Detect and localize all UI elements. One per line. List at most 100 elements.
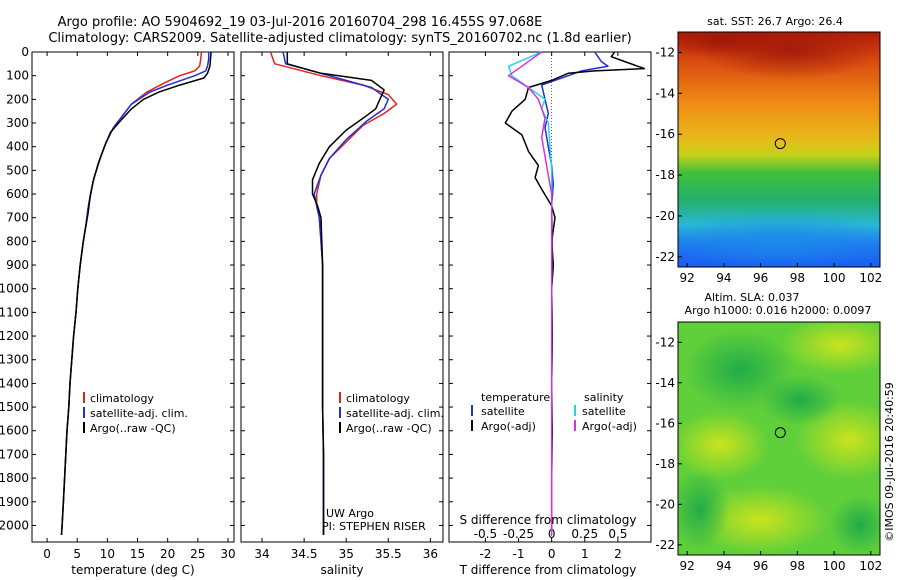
sla-map-xtick-label: 96 [753, 559, 768, 573]
temperature-ytick-label: 100 [6, 69, 29, 83]
temperature-ytick-label: 1800 [0, 471, 29, 485]
temperature-ytick-label: 500 [6, 163, 29, 177]
difference-xlabel-top: S difference from climatology [460, 513, 637, 527]
sla-map-panel: Altim. SLA: 0.037 Argo h1000: 0.016 h200… [655, 291, 882, 573]
salinity-series-satellite-adj-clim [282, 51, 390, 535]
sst-map-title: sat. SST: 26.7 Argo: 26.4 [707, 15, 843, 28]
sla-map-low-patch [678, 470, 730, 550]
sla-map-ticks: 92 94 96 98 100 102 -12 -14 -16 -18 -20 -22 [655, 335, 882, 573]
difference-axes-frame [448, 51, 652, 543]
difference-salinity-tick-label: -0.25 [503, 527, 534, 541]
sla-map-low-patch [830, 495, 880, 555]
difference-xtick-label: 2 [614, 547, 622, 561]
temperature-xlabel: temperature (deg C) [71, 563, 194, 577]
sst-map-field [678, 32, 880, 267]
sla-map-xtick-label: 100 [823, 559, 846, 573]
sst-map-panel: sat. SST: 26.7 Argo: 26.4 92 94 96 98 100 102… [655, 15, 882, 285]
difference-ticks: -2 -1 0 1 2-0.5 -0.25 0 0.25 0.5 [449, 51, 651, 561]
temperature-ytick-label: 1100 [0, 305, 29, 319]
temperature-ytick-label: 1600 [0, 424, 29, 438]
salinity-xtick-label: 35.5 [375, 547, 402, 561]
sst-map-argo-position-marker [774, 138, 786, 150]
sla-map-ytick-label: -22 [655, 538, 675, 552]
salinity-legend: climatology satellite-adj. clim. Argo(..… [339, 392, 444, 435]
sla-map-ytick-label: -16 [655, 416, 675, 430]
temperature-legend: climatology satellite-adj. clim. Argo(..… [83, 392, 188, 435]
sla-map-ytick-label: -18 [655, 457, 675, 471]
sla-map-frame [677, 321, 881, 556]
difference-xtick-label: 0 [548, 547, 556, 561]
temperature-ytick-label: 1500 [0, 400, 29, 414]
sst-map-ytick-label: -16 [655, 127, 675, 141]
salinity-xtick-label: 36 [423, 547, 438, 561]
sst-map-ytick-label: -14 [655, 86, 675, 100]
salinity-xtick-label: 35 [339, 547, 354, 561]
salinity-xtick-label: 34.5 [291, 547, 318, 561]
difference-lines [504, 51, 646, 542]
sst-map-xtick-label: 92 [680, 271, 695, 285]
salinity-annotation-line1: UW Argo [326, 507, 374, 520]
sst-map-xtick-label: 98 [790, 271, 805, 285]
sst-map-xtick-label: 102 [859, 271, 882, 285]
sla-map-xtick-label: 92 [680, 559, 695, 573]
difference-xtick-label: 1 [581, 547, 589, 561]
temperature-ytick-label: 400 [6, 140, 29, 154]
difference-salinity-tick-label: 0.5 [608, 527, 627, 541]
sst-map-frame [677, 31, 881, 268]
difference-legend-label-t-argo: Argo(-adj) [481, 420, 536, 433]
sst-map-ytick-label: -20 [655, 209, 675, 223]
temperature-legend-label-satellite: satellite-adj. clim. [90, 407, 188, 420]
sla-map-high-patch [678, 410, 770, 480]
temperature-xtick-label: 30 [220, 547, 235, 561]
difference-xtick-label: -1 [513, 547, 525, 561]
sst-map-ticks: 92 94 96 98 100 102 -12 -14 -16 -18 -20 -22 [655, 45, 882, 285]
sst-map-warm-patch [678, 32, 780, 58]
sla-map-xtick-label: 98 [790, 559, 805, 573]
temperature-xtick-label: 0 [43, 547, 51, 561]
sla-map-title: Altim. SLA: 0.037 [704, 291, 799, 304]
temperature-ytick-label: 1300 [0, 353, 29, 367]
temperature-series-climatology [60, 51, 203, 535]
temperature-ytick-label: 1000 [0, 282, 29, 296]
temperature-xtick-label: 20 [160, 547, 175, 561]
difference-legend-title-salinity: salinity [584, 391, 624, 404]
temperature-ytick-label: 300 [6, 116, 29, 130]
sla-map-xtick-label: 94 [716, 559, 731, 573]
temperature-xtick-label: 10 [100, 547, 115, 561]
difference-legend-label-s-argo: Argo(-adj) [582, 420, 637, 433]
salinity-legend-label-argo: Argo(..raw -QC) [346, 422, 432, 435]
temperature-ticks: 0 5 10 15 20 25 300100200300400500600700800900… [0, 45, 236, 561]
sst-map-marker-group [774, 138, 786, 150]
figure-title-line1: Argo profile: AO 5904692_19 03-Jul-2016 … [58, 15, 543, 30]
salinity-panel: 34 34.5 35 35.5 36 salinity climatology sate… [240, 51, 444, 577]
difference-xlabel: T difference from climatology [459, 563, 637, 577]
salinity-legend-label-satellite: satellite-adj. clim. [346, 407, 444, 420]
salinity-xtick-label: 34 [254, 547, 269, 561]
temperature-series-satellite-adj-clim [60, 52, 210, 535]
sla-map-marker-group [774, 427, 786, 439]
salinity-series-climatology [269, 51, 398, 535]
sst-map-ytick-label: -22 [655, 250, 675, 264]
sla-map-argo-position-marker [774, 427, 786, 439]
salinity-annotation-line2: PI: STEPHEN RISER [322, 520, 426, 533]
sla-map-subtitle: Argo h1000: 0.016 h2000: 0.0097 [685, 304, 872, 317]
temperature-xtick-label: 5 [73, 547, 81, 561]
sla-map-low-patch [760, 375, 840, 425]
temperature-ytick-label: 200 [6, 92, 29, 106]
temperature-lines [60, 51, 212, 535]
temperature-ytick-label: 700 [6, 211, 29, 225]
temperature-axes-frame [31, 51, 235, 543]
temperature-legend-label-argo: Argo(..raw -QC) [90, 422, 176, 435]
sla-map-field [678, 322, 880, 555]
difference-legend-title-temperature: temperature [481, 391, 550, 404]
salinity-lines [269, 51, 398, 535]
temperature-panel: 0 5 10 15 20 25 300100200300400500600700800900… [0, 45, 236, 577]
temperature-ytick-label: 2000 [0, 518, 29, 532]
salinity-legend-label-climatology: climatology [346, 392, 410, 405]
difference-legend-label-t-satellite: satellite [481, 405, 525, 418]
salinity-series-argo-raw-qc [286, 52, 385, 535]
temperature-ytick-label: 800 [6, 234, 29, 248]
sst-map-xtick-label: 94 [716, 271, 731, 285]
sst-map-ytick-label: -18 [655, 168, 675, 182]
